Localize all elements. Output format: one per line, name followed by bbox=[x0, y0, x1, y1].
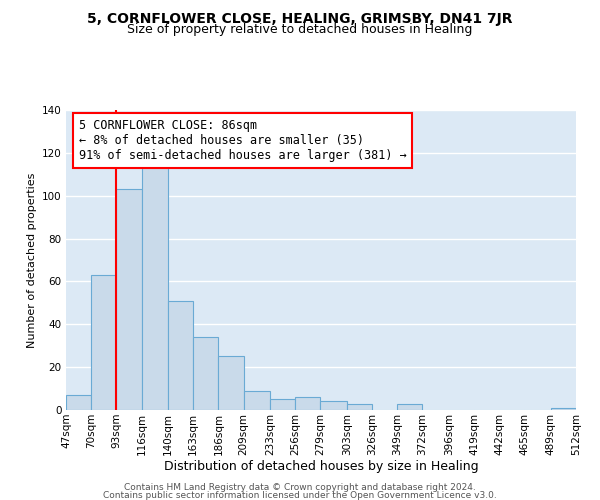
Bar bbox=[320, 402, 347, 410]
Bar bbox=[244, 390, 270, 410]
Text: Contains public sector information licensed under the Open Government Licence v3: Contains public sector information licen… bbox=[103, 492, 497, 500]
X-axis label: Distribution of detached houses by size in Healing: Distribution of detached houses by size … bbox=[164, 460, 478, 473]
Bar bbox=[142, 166, 168, 410]
Bar bbox=[551, 408, 576, 410]
Bar bbox=[270, 400, 295, 410]
Bar bbox=[116, 190, 142, 410]
Bar bbox=[193, 337, 218, 410]
Bar bbox=[397, 404, 422, 410]
Y-axis label: Number of detached properties: Number of detached properties bbox=[26, 172, 37, 348]
Text: 5 CORNFLOWER CLOSE: 86sqm
← 8% of detached houses are smaller (35)
91% of semi-d: 5 CORNFLOWER CLOSE: 86sqm ← 8% of detach… bbox=[79, 119, 407, 162]
Bar bbox=[168, 300, 193, 410]
Bar bbox=[218, 356, 244, 410]
Bar bbox=[295, 397, 320, 410]
Text: Contains HM Land Registry data © Crown copyright and database right 2024.: Contains HM Land Registry data © Crown c… bbox=[124, 483, 476, 492]
Bar bbox=[66, 395, 91, 410]
Text: 5, CORNFLOWER CLOSE, HEALING, GRIMSBY, DN41 7JR: 5, CORNFLOWER CLOSE, HEALING, GRIMSBY, D… bbox=[87, 12, 513, 26]
Text: Size of property relative to detached houses in Healing: Size of property relative to detached ho… bbox=[127, 22, 473, 36]
Bar bbox=[347, 404, 372, 410]
Bar bbox=[91, 275, 116, 410]
